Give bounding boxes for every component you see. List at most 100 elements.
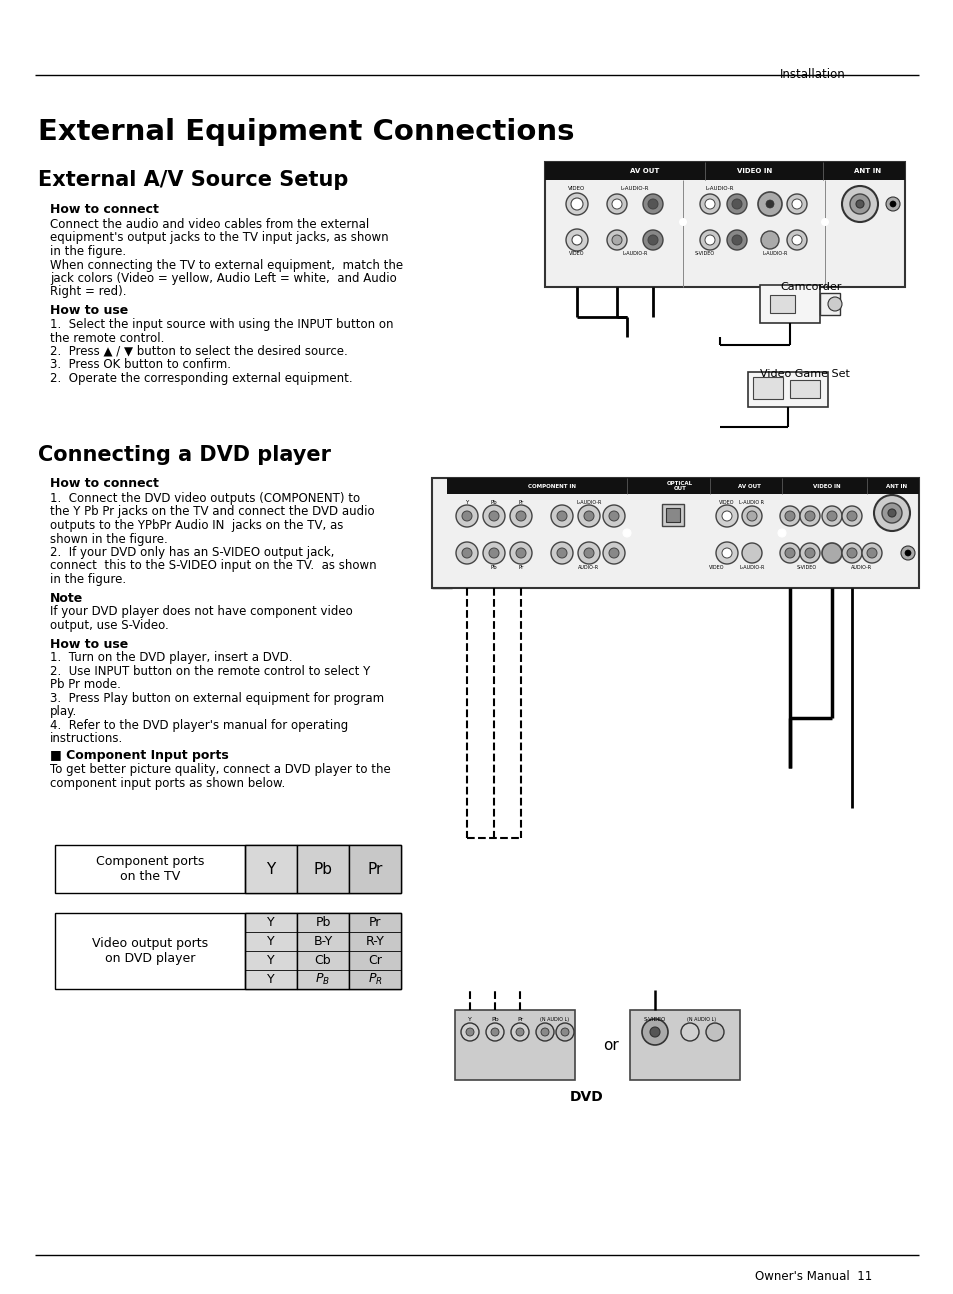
Circle shape bbox=[758, 192, 781, 216]
Circle shape bbox=[612, 236, 621, 245]
Text: R-Y: R-Y bbox=[365, 936, 384, 949]
Circle shape bbox=[606, 230, 626, 250]
Text: S-VIDEO: S-VIDEO bbox=[643, 1017, 665, 1022]
Text: Pb: Pb bbox=[315, 916, 331, 929]
Circle shape bbox=[741, 543, 761, 563]
Bar bbox=[245, 845, 296, 893]
Circle shape bbox=[461, 511, 472, 521]
Circle shape bbox=[826, 511, 836, 521]
Circle shape bbox=[510, 505, 532, 527]
Circle shape bbox=[516, 511, 525, 521]
Text: AV OUT: AV OUT bbox=[737, 484, 760, 489]
Bar bbox=[432, 483, 452, 587]
Text: External A/V Source Setup: External A/V Source Setup bbox=[38, 170, 348, 190]
Circle shape bbox=[560, 1027, 568, 1036]
Text: (N AUDIO L): (N AUDIO L) bbox=[687, 1017, 716, 1022]
Text: shown in the figure.: shown in the figure. bbox=[50, 533, 168, 546]
Text: the remote control.: the remote control. bbox=[50, 331, 164, 344]
Text: Y: Y bbox=[267, 973, 274, 986]
Text: 2.  If your DVD only has an S-VIDEO output jack,: 2. If your DVD only has an S-VIDEO outpu… bbox=[50, 546, 334, 559]
Circle shape bbox=[804, 547, 814, 558]
Circle shape bbox=[641, 1018, 667, 1046]
Text: $P_B$: $P_B$ bbox=[315, 972, 330, 987]
Circle shape bbox=[784, 547, 794, 558]
Text: Video Game Set: Video Game Set bbox=[760, 369, 849, 379]
Circle shape bbox=[571, 198, 582, 210]
Text: Pr: Pr bbox=[517, 499, 523, 505]
Text: How to connect: How to connect bbox=[50, 203, 159, 216]
Text: AUDIO-R: AUDIO-R bbox=[850, 565, 872, 569]
Circle shape bbox=[889, 201, 895, 207]
Bar bbox=[820, 292, 840, 314]
Circle shape bbox=[780, 543, 800, 563]
Circle shape bbox=[841, 506, 862, 525]
Circle shape bbox=[510, 542, 532, 564]
Circle shape bbox=[827, 298, 841, 311]
Bar bbox=[769, 295, 794, 313]
Text: outputs to the YPbPr Audio IN  jacks on the TV, as: outputs to the YPbPr Audio IN jacks on t… bbox=[50, 519, 343, 532]
Text: connect  this to the S-VIDEO input on the TV.  as shown: connect this to the S-VIDEO input on the… bbox=[50, 559, 376, 572]
Text: component input ports as shown below.: component input ports as shown below. bbox=[50, 776, 285, 789]
Circle shape bbox=[602, 542, 624, 564]
Text: L-AUDIO-R: L-AUDIO-R bbox=[761, 251, 787, 256]
Text: L-AUDIO-R: L-AUDIO-R bbox=[620, 186, 649, 192]
Circle shape bbox=[647, 199, 658, 210]
Text: Y: Y bbox=[267, 916, 274, 929]
Circle shape bbox=[904, 550, 910, 556]
Bar bbox=[55, 845, 400, 893]
Text: in the figure.: in the figure. bbox=[50, 245, 126, 258]
Text: How to use: How to use bbox=[50, 304, 128, 317]
Circle shape bbox=[882, 503, 901, 523]
Text: ANT IN: ANT IN bbox=[885, 484, 906, 489]
Text: S-VIDEO: S-VIDEO bbox=[796, 565, 816, 569]
Text: 2.  Use INPUT button on the remote control to select Y: 2. Use INPUT button on the remote contro… bbox=[50, 665, 370, 678]
Text: Pr: Pr bbox=[517, 1017, 522, 1022]
Bar bbox=[455, 1011, 575, 1080]
Circle shape bbox=[873, 496, 909, 531]
Text: OPTICAL
OUT: OPTICAL OUT bbox=[666, 480, 692, 492]
Text: L-AUDIO-R: L-AUDIO-R bbox=[739, 565, 764, 569]
Circle shape bbox=[849, 194, 869, 214]
Text: S-VIDEO: S-VIDEO bbox=[694, 251, 715, 256]
Text: Right = red).: Right = red). bbox=[50, 286, 127, 299]
Circle shape bbox=[700, 230, 720, 250]
Text: 3.  Press Play button on external equipment for program: 3. Press Play button on external equipme… bbox=[50, 692, 384, 705]
Bar bbox=[349, 845, 400, 893]
Text: play.: play. bbox=[50, 705, 77, 718]
Circle shape bbox=[704, 236, 714, 245]
Circle shape bbox=[866, 547, 876, 558]
Circle shape bbox=[485, 1024, 503, 1040]
Circle shape bbox=[855, 201, 863, 208]
Text: $P_R$: $P_R$ bbox=[367, 972, 382, 987]
Circle shape bbox=[456, 505, 477, 527]
Text: Pr: Pr bbox=[367, 862, 382, 876]
Circle shape bbox=[704, 199, 714, 210]
Circle shape bbox=[622, 529, 630, 537]
Circle shape bbox=[800, 506, 820, 525]
Text: Pb: Pb bbox=[490, 499, 497, 505]
Text: Cb: Cb bbox=[314, 954, 331, 967]
Circle shape bbox=[461, 547, 472, 558]
Text: 1.  Turn on the DVD player, insert a DVD.: 1. Turn on the DVD player, insert a DVD. bbox=[50, 651, 293, 665]
Circle shape bbox=[482, 542, 504, 564]
Circle shape bbox=[516, 547, 525, 558]
Text: Cr: Cr bbox=[368, 954, 381, 967]
Text: equipment's output jacks to the TV input jacks, as shown: equipment's output jacks to the TV input… bbox=[50, 232, 388, 245]
Bar bbox=[665, 509, 679, 521]
Circle shape bbox=[572, 236, 581, 245]
Text: Pb Pr mode.: Pb Pr mode. bbox=[50, 678, 121, 691]
Text: VIDEO: VIDEO bbox=[719, 499, 734, 505]
Bar bbox=[544, 162, 904, 180]
Circle shape bbox=[642, 230, 662, 250]
Circle shape bbox=[647, 236, 658, 245]
Text: Y: Y bbox=[267, 954, 274, 967]
Text: Camcorder: Camcorder bbox=[780, 282, 841, 292]
Text: L-AUDIO-R: L-AUDIO-R bbox=[705, 186, 734, 192]
Circle shape bbox=[887, 509, 895, 518]
Circle shape bbox=[460, 1024, 478, 1040]
Circle shape bbox=[800, 543, 820, 563]
Circle shape bbox=[721, 547, 731, 558]
Circle shape bbox=[821, 217, 828, 226]
Text: Video output ports
on DVD player: Video output ports on DVD player bbox=[91, 937, 208, 965]
Circle shape bbox=[612, 199, 621, 210]
